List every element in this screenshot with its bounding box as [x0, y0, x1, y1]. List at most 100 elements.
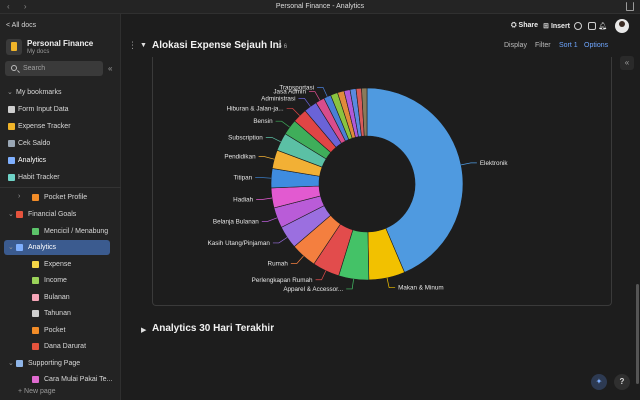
search-input[interactable]: Search: [5, 61, 103, 76]
tree-item-analytics[interactable]: ⌄ Analytics: [4, 240, 110, 255]
slice-label: Apparel & Accessor...: [283, 286, 343, 293]
sidebar-item-habit-tracker[interactable]: Habit Tracker: [4, 170, 110, 185]
pie-slice-elektronik[interactable]: [366, 87, 464, 273]
tree-item-cara-mulai-pakai-te[interactable]: Cara Mulai Pakai Te...: [4, 372, 112, 387]
goal-icon: [16, 211, 23, 218]
tree-item-label: Mencicil / Menabung: [44, 228, 109, 235]
workspace-name[interactable]: Personal Finance: [27, 39, 94, 48]
avatar[interactable]: [615, 19, 629, 33]
collapse-triangle-icon[interactable]: ▼: [140, 42, 147, 49]
chevron-down-icon: ⌄: [7, 89, 13, 96]
all-docs-link[interactable]: < All docs: [6, 22, 37, 29]
search-placeholder: Search: [23, 65, 46, 72]
chevron-down-icon[interactable]: ⌄: [8, 360, 14, 367]
form-icon: [8, 106, 15, 113]
slice-leader-line: [298, 98, 311, 107]
slice-label: Rumah: [268, 260, 289, 267]
slice-label: Jasa Admin: [273, 89, 306, 96]
slice-label: Makan & Minum: [398, 285, 444, 292]
slice-leader-line: [265, 137, 281, 143]
tree-item-label: Income: [44, 277, 67, 284]
slice-leader-line: [308, 91, 321, 101]
slice-label: Transportasi: [279, 85, 314, 92]
tracker-icon: [8, 123, 15, 130]
sidebar-item-form-input-data[interactable]: Form Input Data: [4, 102, 110, 117]
insert-button[interactable]: ⊞ Insert: [543, 22, 570, 30]
tree-item-label: Dana Darurat: [44, 343, 87, 350]
sort-button[interactable]: Sort 1: [559, 42, 578, 49]
slice-label: Perlengkapan Rumah: [252, 277, 313, 284]
tree-item-financial-goals[interactable]: ⌄ Financial Goals: [4, 207, 110, 222]
share-button[interactable]: ⛭ Share: [511, 22, 538, 30]
share-label: Share: [518, 22, 538, 29]
tree-item-label: Financial Goals: [28, 211, 77, 218]
tree-item-income[interactable]: Income: [4, 273, 110, 288]
chevron-down-icon[interactable]: ⌄: [8, 244, 14, 251]
expand-triangle-icon[interactable]: ▶: [141, 327, 147, 334]
tree-item-mencicil-menabung[interactable]: Mencicil / Menabung: [4, 224, 110, 239]
doc-icon: [8, 157, 15, 164]
table-title: Alokasi Expense Sejauh Ini: [152, 40, 282, 51]
history-nav-icons[interactable]: ‹ ›: [7, 2, 33, 11]
chevron-right-icon[interactable]: ›: [18, 193, 21, 200]
sidebar-item-analytics[interactable]: Analytics: [4, 153, 110, 168]
tree-item-tahunan[interactable]: Tahunan: [4, 306, 110, 321]
insert-label: Insert: [550, 23, 570, 30]
sidebar: < All docs Personal Finance My docs Sear…: [0, 14, 121, 400]
income-icon: [32, 277, 39, 284]
tree-item-pocket[interactable]: Pocket: [4, 323, 110, 338]
ai-assistant-button[interactable]: ✦: [591, 374, 607, 390]
rocket-icon: [32, 376, 39, 383]
workspace-subtitle: My docs: [27, 49, 50, 55]
my-bookmarks-header[interactable]: ⌄ My bookmarks: [4, 85, 110, 100]
settings-icon[interactable]: [574, 22, 582, 30]
expense-icon: [32, 261, 39, 268]
window-title-bar: ‹ › Personal Finance - Analytics: [0, 0, 640, 14]
pie-slice-lainnya-6[interactable]: [361, 87, 368, 137]
my-bookmarks-label: My bookmarks: [16, 89, 62, 96]
sidebar-item-label: Habit Tracker: [18, 174, 60, 181]
sidebar-item-cek-saldo[interactable]: Cek Saldo: [4, 136, 110, 151]
sidebar-item-expense-tracker[interactable]: Expense Tracker: [4, 119, 110, 134]
tree-item-bulanan[interactable]: Bulanan: [4, 290, 110, 305]
slice-leader-line: [275, 120, 290, 128]
collapse-panel-icon[interactable]: «: [620, 56, 634, 70]
export-icon[interactable]: [626, 2, 634, 11]
slice-label: Bensin: [253, 118, 273, 125]
connected-count-badge[interactable]: ⊘ 6: [277, 44, 288, 50]
filter-button[interactable]: Filter: [535, 42, 551, 49]
tree-item-label: Supporting Page: [28, 360, 81, 367]
help-button[interactable]: ?: [614, 374, 630, 390]
share-icon: ⛭: [510, 22, 519, 29]
sidebar-item-label: Analytics: [18, 157, 47, 164]
tree-item-label: Expense: [44, 261, 72, 268]
tree-item-expense[interactable]: Expense: [4, 257, 110, 272]
slice-label: Kasih Utang/Pinjaman: [208, 240, 271, 247]
more-vertical-icon[interactable]: ⋮: [128, 40, 137, 50]
tree-item-label: Bulanan: [44, 294, 70, 301]
slice-leader-line: [346, 279, 354, 290]
tree-item-pocket-profile[interactable]: › Pocket Profile: [4, 190, 110, 205]
slice-leader-line: [272, 237, 288, 244]
display-button[interactable]: Display: [504, 42, 527, 49]
comments-icon[interactable]: [588, 22, 596, 30]
chart-card: Elektronik Makan & Minum Apparel & Accesso…: [152, 57, 612, 306]
scrollbar[interactable]: [636, 284, 639, 384]
sidebar-item-label: Cek Saldo: [18, 140, 51, 147]
laptop-icon: [16, 360, 23, 367]
new-page-button[interactable]: + New page: [18, 388, 56, 395]
bell-icon[interactable]: 🔔︎: [598, 23, 607, 30]
collapse-sidebar-icon[interactable]: «: [108, 64, 113, 73]
calendar-icon: [32, 294, 39, 301]
money-icon: [32, 228, 39, 235]
slice-label: Hadiah: [233, 196, 253, 203]
tree-item-supporting-page[interactable]: ⌄ Supporting Page: [4, 356, 110, 371]
chevron-down-icon[interactable]: ⌄: [8, 211, 14, 218]
tree-item-label: Analytics: [28, 244, 57, 251]
sidebar-item-label: Expense Tracker: [18, 123, 71, 130]
slice-label: Hiburan & Jalan-ja...: [227, 105, 284, 112]
tree-item-dana-darurat[interactable]: Dana Darurat: [4, 339, 110, 354]
slice-leader-line: [255, 177, 272, 179]
slice-leader-line: [386, 277, 396, 289]
options-button[interactable]: Options: [584, 42, 609, 49]
